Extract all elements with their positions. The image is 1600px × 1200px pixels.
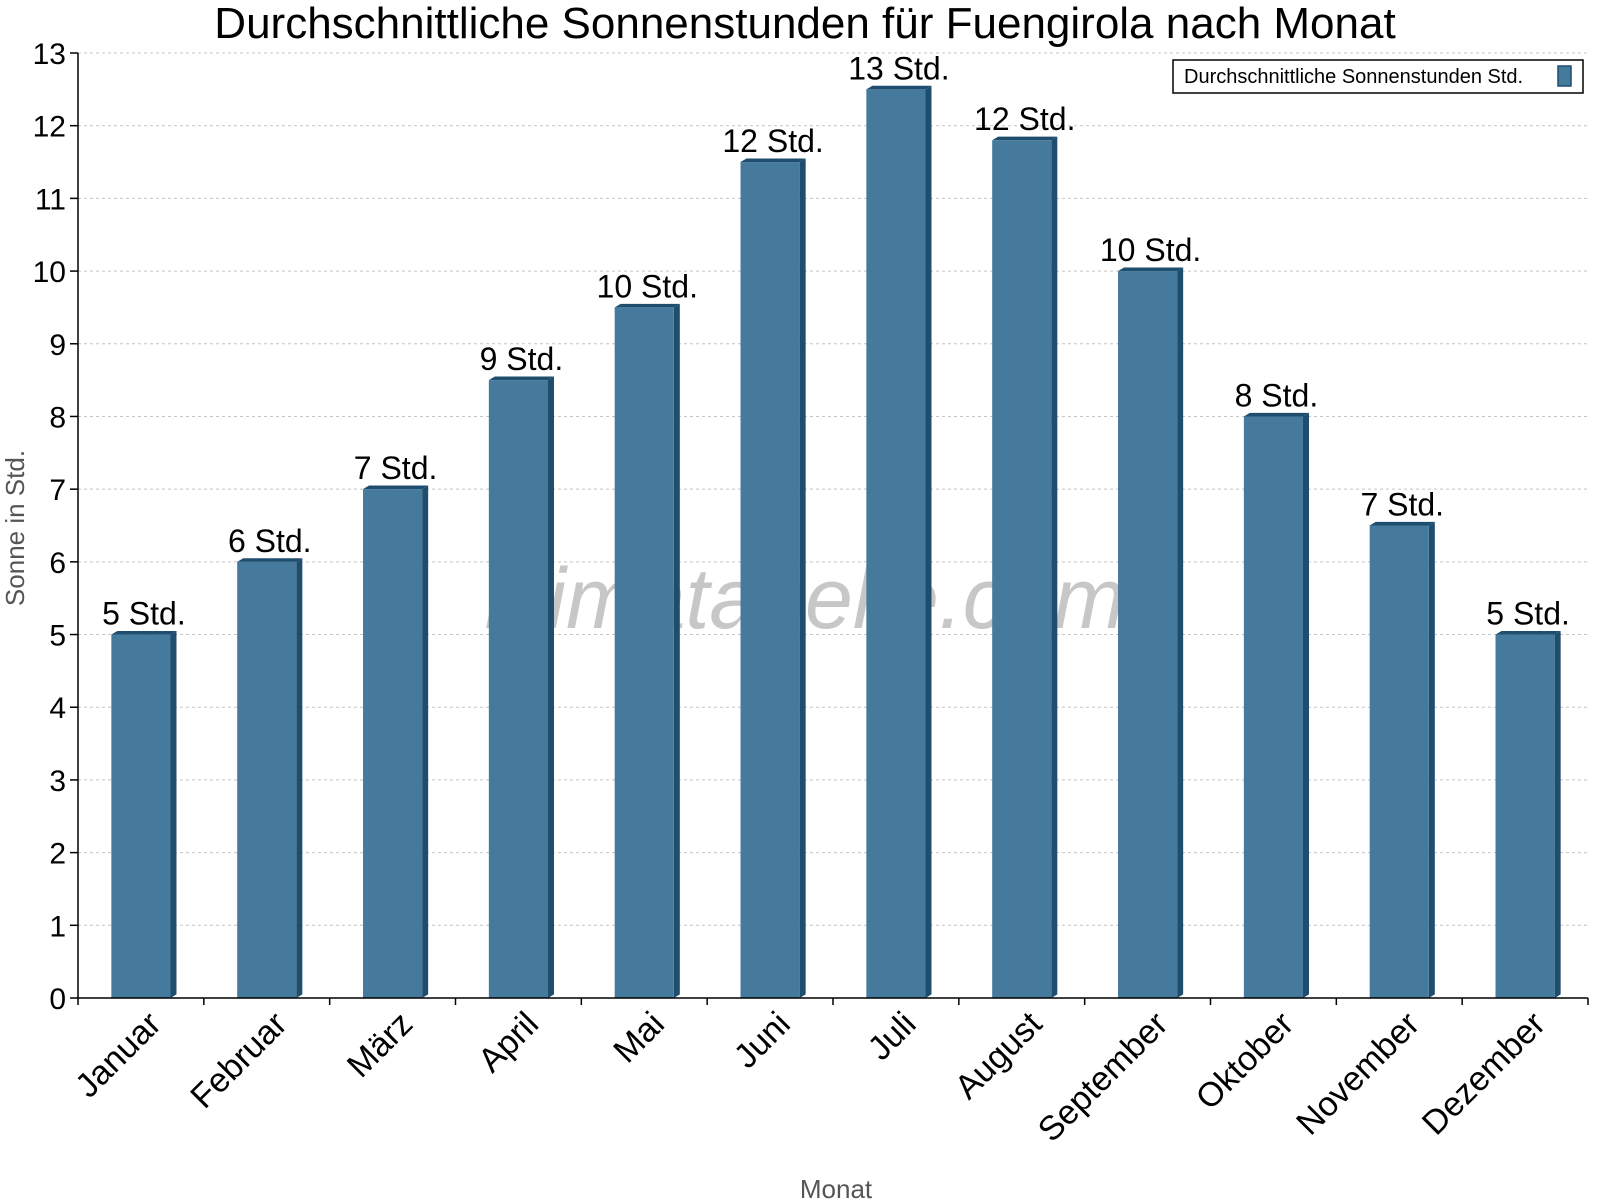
x-tick-label: März bbox=[340, 1005, 420, 1085]
x-axis-ticks: Januar Februar März April Mai Juni Juli AugustS… bbox=[68, 998, 1589, 1149]
bar-front bbox=[614, 307, 674, 998]
x-tick-label: Januar bbox=[68, 1005, 168, 1105]
y-tick-label: 4 bbox=[49, 692, 66, 725]
bar-side bbox=[170, 630, 177, 998]
data-label: 12 Std. bbox=[722, 123, 823, 159]
bar bbox=[1495, 630, 1561, 998]
bar-front bbox=[488, 380, 548, 999]
bar-top bbox=[1243, 412, 1309, 417]
y-tick-label: 7 bbox=[49, 474, 66, 507]
bar-side bbox=[1177, 267, 1184, 998]
bar-side bbox=[547, 376, 554, 998]
bar-side bbox=[925, 85, 932, 998]
bars: 5 Std. 6 Std. 7 Std. 9 Std. 10 Std. 12 Std. 13… bbox=[102, 50, 1570, 999]
legend-swatch bbox=[1557, 65, 1572, 87]
bar bbox=[866, 85, 932, 999]
x-axis-title: Monat bbox=[800, 1174, 873, 1200]
y-tick-label: 13 bbox=[33, 38, 66, 71]
bar bbox=[992, 136, 1058, 999]
bar-front bbox=[1118, 271, 1178, 999]
bar-side bbox=[1302, 412, 1309, 998]
chart-title: Durchschnittliche Sonnenstunden für Fuen… bbox=[214, 0, 1395, 48]
bar-side bbox=[296, 558, 303, 998]
bar-top bbox=[1118, 267, 1184, 272]
legend-label: Durchschnittliche Sonnenstunden Std. bbox=[1184, 66, 1523, 88]
y-tick-label: 10 bbox=[33, 256, 66, 289]
data-label: 7 Std. bbox=[1360, 487, 1444, 523]
data-label: 9 Std. bbox=[480, 341, 564, 377]
x-tick-label: April bbox=[471, 1005, 546, 1080]
y-tick-label: 1 bbox=[49, 910, 66, 943]
data-label: 13 Std. bbox=[848, 50, 949, 86]
bar-top bbox=[488, 376, 554, 381]
bar bbox=[740, 158, 806, 999]
bar-front bbox=[1369, 525, 1429, 998]
x-tick-label: November bbox=[1289, 1005, 1427, 1143]
bar bbox=[488, 376, 554, 999]
bar-top bbox=[363, 485, 429, 490]
legend: Durchschnittliche Sonnenstunden Std. bbox=[1172, 59, 1584, 94]
bar-top bbox=[614, 303, 680, 308]
bar bbox=[111, 630, 177, 998]
bar-side bbox=[1428, 521, 1435, 998]
x-tick-label: Mai bbox=[606, 1005, 672, 1071]
y-tick-label: 12 bbox=[33, 111, 66, 144]
y-tick-label: 9 bbox=[49, 329, 66, 362]
x-tick-label: August bbox=[948, 1004, 1050, 1106]
bar bbox=[363, 485, 429, 998]
bar-side bbox=[1051, 136, 1058, 999]
bar-front bbox=[740, 162, 800, 999]
y-tick-label: 3 bbox=[49, 765, 66, 798]
y-tick-label: 8 bbox=[49, 401, 66, 434]
bar-top bbox=[740, 158, 806, 163]
bar-top bbox=[237, 558, 303, 562]
bar-top bbox=[866, 85, 932, 90]
x-tick-label: Juni bbox=[727, 1005, 798, 1076]
legend-box bbox=[1172, 59, 1584, 94]
bar-front bbox=[363, 489, 423, 998]
bar-side bbox=[673, 303, 680, 998]
data-label: 6 Std. bbox=[228, 523, 312, 559]
x-tick-label: Februar bbox=[183, 1005, 294, 1116]
data-label: 8 Std. bbox=[1235, 377, 1319, 413]
bar-top bbox=[1369, 521, 1435, 526]
bar bbox=[1118, 267, 1184, 999]
bar-front bbox=[111, 634, 171, 998]
data-label: 5 Std. bbox=[102, 596, 186, 632]
bar bbox=[1243, 412, 1309, 998]
bar-top bbox=[1495, 630, 1561, 635]
bar-front bbox=[237, 561, 297, 998]
data-label: 12 Std. bbox=[974, 101, 1075, 137]
data-label: 7 Std. bbox=[354, 450, 438, 486]
data-label: 5 Std. bbox=[1486, 596, 1570, 632]
bar bbox=[1369, 521, 1435, 998]
x-tick-label: Oktober bbox=[1189, 1005, 1301, 1117]
bar-front bbox=[1243, 416, 1303, 998]
data-label: 10 Std. bbox=[597, 268, 698, 304]
y-tick-label: 5 bbox=[49, 620, 66, 653]
bar-front bbox=[1495, 634, 1555, 998]
bar-side bbox=[799, 158, 806, 998]
bar-side bbox=[1554, 630, 1561, 998]
bar bbox=[237, 558, 303, 998]
x-tick-label: September bbox=[1031, 1005, 1175, 1149]
bar-front bbox=[866, 89, 926, 999]
x-tick-label: Dezember bbox=[1415, 1005, 1553, 1143]
bar-top bbox=[111, 630, 177, 635]
bar-front bbox=[992, 140, 1052, 998]
y-tick-label: 11 bbox=[35, 183, 66, 216]
y-tick-label: 0 bbox=[49, 983, 66, 1016]
bar-side bbox=[422, 485, 429, 998]
bar bbox=[614, 303, 680, 998]
y-tick-label: 2 bbox=[49, 838, 66, 871]
data-label: 10 Std. bbox=[1100, 232, 1201, 268]
bar-top bbox=[992, 136, 1058, 141]
y-axis-title: Sonne in Std. bbox=[0, 450, 30, 606]
x-tick-label: Juli bbox=[861, 1005, 924, 1068]
y-tick-label: 6 bbox=[49, 547, 66, 580]
